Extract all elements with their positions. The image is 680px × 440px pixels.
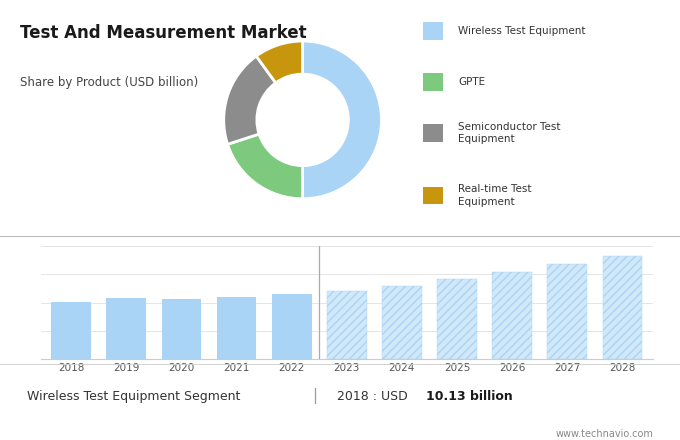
Text: Wireless Test Equipment Segment: Wireless Test Equipment Segment xyxy=(27,390,240,403)
Bar xyxy=(547,264,588,359)
Text: Share by Product (USD billion): Share by Product (USD billion) xyxy=(20,76,199,89)
Wedge shape xyxy=(303,41,381,199)
Wedge shape xyxy=(256,41,303,83)
Bar xyxy=(272,294,311,359)
Text: Wireless Test Equipment: Wireless Test Equipment xyxy=(458,26,586,36)
Bar xyxy=(492,271,532,359)
Wedge shape xyxy=(224,56,275,144)
Text: |: | xyxy=(312,389,317,404)
Bar xyxy=(162,299,201,359)
Text: Test And Measurement Market: Test And Measurement Market xyxy=(20,24,307,42)
Bar xyxy=(382,286,422,359)
Text: www.technavio.com: www.technavio.com xyxy=(556,429,653,440)
Bar xyxy=(602,257,643,359)
Text: Real-time Test
Equipment: Real-time Test Equipment xyxy=(458,184,532,207)
Wedge shape xyxy=(228,134,303,199)
Bar xyxy=(437,279,477,359)
Text: 2018 : USD: 2018 : USD xyxy=(337,390,411,403)
Bar xyxy=(423,73,443,91)
Text: GPTE: GPTE xyxy=(458,77,486,87)
Bar xyxy=(217,297,256,359)
Text: 10.13 billion: 10.13 billion xyxy=(426,390,513,403)
Bar xyxy=(51,302,91,359)
Bar xyxy=(327,291,367,359)
Bar xyxy=(423,125,443,142)
Bar xyxy=(423,187,443,204)
Text: Semiconductor Test
Equipment: Semiconductor Test Equipment xyxy=(458,122,561,144)
Bar xyxy=(423,22,443,40)
Bar xyxy=(106,298,146,359)
